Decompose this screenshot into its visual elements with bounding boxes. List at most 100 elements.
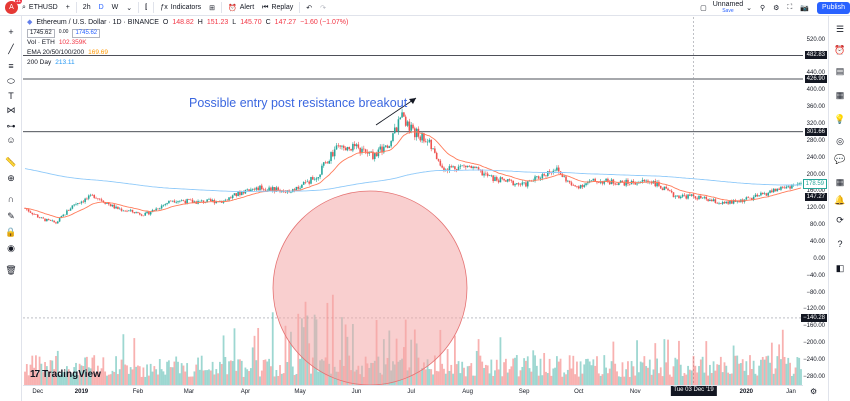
trendline-tool[interactable]: ╱ xyxy=(5,43,17,55)
fib-icon: ≡ xyxy=(8,61,14,71)
volume-bar xyxy=(95,372,97,385)
streams-button[interactable]: ◎ xyxy=(834,135,846,147)
candle-body xyxy=(166,203,168,205)
alert-button[interactable]: ⏰ Alert xyxy=(224,0,258,16)
notifications-button[interactable]: 🔔 xyxy=(834,194,846,206)
lock-drawings-tool[interactable]: 🔒 xyxy=(5,226,17,238)
volume-bar xyxy=(495,359,498,385)
volume-bar xyxy=(40,363,43,385)
crosshair-tool[interactable]: + xyxy=(5,26,17,38)
candle-body xyxy=(242,192,245,194)
candle-body xyxy=(548,171,551,173)
candle-body xyxy=(488,175,491,177)
layers-button[interactable]: ◧ xyxy=(834,262,846,274)
volume-bar xyxy=(35,355,37,385)
price-tick-label: −280.00 xyxy=(803,373,825,380)
volume-bar xyxy=(530,371,533,385)
replay-panel-button[interactable]: ⟳ xyxy=(834,214,846,226)
time-axis[interactable]: Dec 2019 Feb Mar Apr May Jun Jul Aug Sep Oct Nov 202… xyxy=(23,385,803,401)
fib-tool[interactable]: ≡ xyxy=(5,60,17,72)
watchlist-button[interactable]: ☰ xyxy=(834,23,846,35)
chart-annotation-text[interactable]: Possible entry post resistance breakout xyxy=(189,96,408,110)
low-value: 145.70 xyxy=(240,19,262,27)
ideas-button[interactable]: 💡 xyxy=(834,113,846,125)
templates-button[interactable]: ⊞ xyxy=(205,0,219,16)
candle-body xyxy=(521,182,524,185)
candle-body xyxy=(543,174,545,176)
candle-body xyxy=(441,165,443,168)
volume-bar xyxy=(494,370,496,385)
chart-type-button[interactable]: ⫿ xyxy=(141,0,151,16)
ema-label: EMA 20/50/100/200 xyxy=(27,49,85,57)
volume-bar xyxy=(109,374,112,385)
volume-bar xyxy=(607,373,609,385)
text-tool[interactable]: T xyxy=(5,90,17,102)
publish-button[interactable]: Publish xyxy=(817,1,850,14)
candle-body xyxy=(363,148,365,150)
add-symbol-button[interactable]: + xyxy=(62,0,74,16)
chats-button[interactable]: 💬 xyxy=(834,153,846,165)
undo-button[interactable]: ↶ xyxy=(302,0,316,16)
candle-body xyxy=(474,166,476,169)
user-avatar[interactable]: A 11 xyxy=(5,0,22,14)
volume-bar xyxy=(153,366,156,385)
volume-bar xyxy=(650,374,653,385)
candle-body xyxy=(284,192,287,193)
candle-body xyxy=(423,133,425,142)
buy-price[interactable]: 1745.62 xyxy=(72,28,101,38)
measure-tool[interactable]: 📏 xyxy=(5,156,17,168)
sell-price[interactable]: 1745.62 xyxy=(27,28,55,38)
resolution-w[interactable]: W xyxy=(111,4,119,11)
chart-settings-button[interactable]: ⚙ xyxy=(810,387,817,396)
hotlists-button[interactable]: ▦ xyxy=(834,89,846,101)
replay-button[interactable]: ⏮ Replay xyxy=(258,0,297,16)
icon-tool[interactable]: ☺ xyxy=(5,134,17,146)
pattern-tool[interactable]: ⋈ xyxy=(5,104,17,116)
alerts-panel-button[interactable]: ⏰ xyxy=(834,44,846,56)
price-axis[interactable]: 520.00480.00440.00400.00360.00320.00280.… xyxy=(801,17,828,385)
volume-bar xyxy=(155,369,158,385)
volume-bar xyxy=(173,361,176,385)
volume-bar xyxy=(135,366,138,385)
volume-bar xyxy=(195,364,198,385)
help-button[interactable]: ? xyxy=(834,238,846,250)
data-window-button[interactable]: ▤ xyxy=(834,65,846,77)
chart-canvas[interactable] xyxy=(23,17,803,385)
settings-button[interactable]: ⚙ xyxy=(769,0,783,16)
volume-bar xyxy=(641,362,644,385)
broadcast-icon: ◎ xyxy=(836,135,844,146)
candle-body xyxy=(459,165,462,167)
stay-drawing-tool[interactable]: ✎ xyxy=(5,210,17,222)
candle-body xyxy=(375,152,378,157)
candle-body xyxy=(760,192,762,196)
volume-bar xyxy=(756,375,759,385)
zoom-in-tool[interactable]: ⊕ xyxy=(5,172,17,184)
candle-body xyxy=(317,177,320,179)
candle-body xyxy=(481,170,484,176)
calendar-button[interactable]: ▦ xyxy=(834,176,846,188)
candle-body xyxy=(687,194,689,199)
layout-select-button[interactable]: ▢ Unnamed Save ⌄ xyxy=(696,0,756,16)
resolution-dropdown[interactable]: ⌄ xyxy=(122,0,136,16)
magnet-tool[interactable]: ∩ xyxy=(5,193,17,205)
candle-body xyxy=(736,201,739,202)
volume-bar xyxy=(65,366,68,385)
indicators-button[interactable]: ƒx Indicators xyxy=(156,0,205,16)
resolution-2h[interactable]: 2h xyxy=(82,4,91,11)
price-tick-label: 520.00 xyxy=(806,36,825,43)
redo-button[interactable]: ↷ xyxy=(316,0,330,16)
fullscreen-button[interactable]: ⛶ xyxy=(783,0,796,16)
hide-drawings-tool[interactable]: ◉ xyxy=(5,242,17,254)
remove-drawings-tool[interactable]: 🗑 xyxy=(5,264,17,276)
resolution-d[interactable]: D xyxy=(98,4,104,11)
prediction-tool[interactable]: ⊶ xyxy=(5,120,17,132)
chart-pane[interactable] xyxy=(23,17,803,385)
candle-body xyxy=(237,191,239,196)
brush-tool[interactable]: ⬭ xyxy=(5,75,17,87)
volume-bar xyxy=(160,369,163,385)
snapshot-button[interactable]: 📷 xyxy=(796,0,813,16)
quick-search-button[interactable]: ⚲ xyxy=(756,0,769,16)
volume-bar xyxy=(698,366,700,385)
volume-bar xyxy=(80,365,83,385)
symbol-search[interactable]: ⌕ ETHUSD xyxy=(18,0,62,16)
